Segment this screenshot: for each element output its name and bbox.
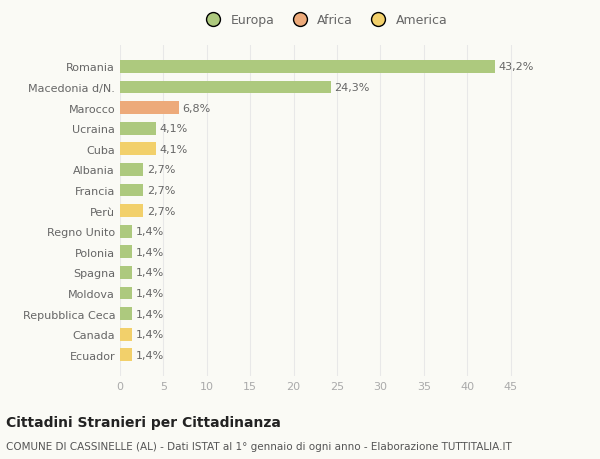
Text: 2,7%: 2,7% xyxy=(147,165,175,175)
Text: 1,4%: 1,4% xyxy=(136,309,164,319)
Text: 4,1%: 4,1% xyxy=(159,145,187,155)
Bar xyxy=(120,184,143,197)
Legend: Europa, Africa, America: Europa, Africa, America xyxy=(196,9,452,32)
Text: 2,7%: 2,7% xyxy=(147,206,175,216)
Bar xyxy=(120,225,132,238)
Bar xyxy=(120,61,495,73)
Text: 6,8%: 6,8% xyxy=(182,103,211,113)
Text: 43,2%: 43,2% xyxy=(499,62,534,72)
Text: Cittadini Stranieri per Cittadinanza: Cittadini Stranieri per Cittadinanza xyxy=(6,415,281,429)
Bar xyxy=(120,81,331,94)
Bar xyxy=(120,164,143,176)
Text: 1,4%: 1,4% xyxy=(136,247,164,257)
Text: 1,4%: 1,4% xyxy=(136,330,164,339)
Text: 2,7%: 2,7% xyxy=(147,185,175,196)
Bar xyxy=(120,308,132,320)
Text: 1,4%: 1,4% xyxy=(136,268,164,278)
Text: 1,4%: 1,4% xyxy=(136,227,164,237)
Text: 1,4%: 1,4% xyxy=(136,288,164,298)
Text: COMUNE DI CASSINELLE (AL) - Dati ISTAT al 1° gennaio di ogni anno - Elaborazione: COMUNE DI CASSINELLE (AL) - Dati ISTAT a… xyxy=(6,441,512,451)
Bar xyxy=(120,205,143,218)
Text: 1,4%: 1,4% xyxy=(136,350,164,360)
Bar xyxy=(120,143,155,156)
Text: 24,3%: 24,3% xyxy=(334,83,370,93)
Bar xyxy=(120,246,132,258)
Bar xyxy=(120,123,155,135)
Bar xyxy=(120,349,132,361)
Bar xyxy=(120,328,132,341)
Bar xyxy=(120,287,132,300)
Text: 4,1%: 4,1% xyxy=(159,124,187,134)
Bar xyxy=(120,266,132,279)
Bar xyxy=(120,102,179,115)
